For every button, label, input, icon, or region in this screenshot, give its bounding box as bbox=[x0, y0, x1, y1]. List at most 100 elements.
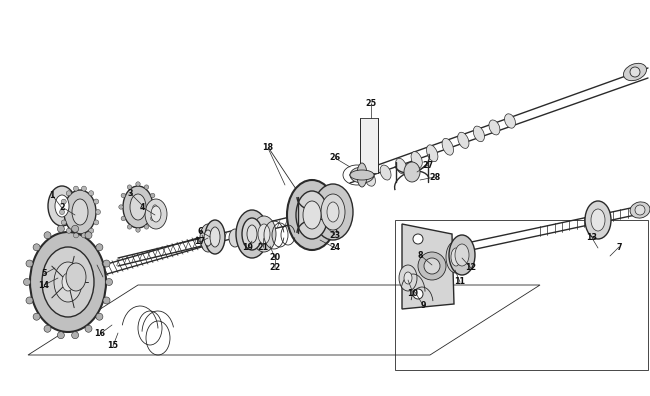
Text: 21: 21 bbox=[257, 242, 268, 251]
Ellipse shape bbox=[247, 225, 257, 243]
Ellipse shape bbox=[287, 180, 337, 250]
Text: 17: 17 bbox=[194, 238, 205, 246]
Ellipse shape bbox=[151, 206, 161, 222]
Ellipse shape bbox=[591, 209, 605, 231]
Circle shape bbox=[73, 233, 79, 238]
Ellipse shape bbox=[229, 229, 241, 247]
Ellipse shape bbox=[204, 230, 212, 246]
Text: 6: 6 bbox=[197, 227, 203, 236]
Ellipse shape bbox=[145, 199, 167, 229]
Circle shape bbox=[26, 297, 33, 304]
Ellipse shape bbox=[30, 232, 106, 332]
Circle shape bbox=[424, 258, 440, 274]
Text: 1: 1 bbox=[49, 190, 55, 200]
Text: 11: 11 bbox=[454, 278, 465, 286]
Ellipse shape bbox=[55, 195, 69, 217]
Ellipse shape bbox=[303, 201, 321, 229]
Ellipse shape bbox=[442, 138, 454, 155]
Ellipse shape bbox=[210, 227, 220, 247]
Ellipse shape bbox=[205, 220, 225, 254]
Circle shape bbox=[26, 260, 33, 267]
Ellipse shape bbox=[321, 194, 345, 230]
Ellipse shape bbox=[396, 158, 407, 174]
Text: 22: 22 bbox=[269, 263, 281, 272]
Circle shape bbox=[57, 225, 64, 232]
Ellipse shape bbox=[42, 247, 94, 317]
Ellipse shape bbox=[357, 163, 367, 187]
Ellipse shape bbox=[252, 216, 276, 252]
Circle shape bbox=[121, 216, 125, 221]
Circle shape bbox=[127, 185, 132, 189]
Circle shape bbox=[103, 297, 110, 304]
Text: 19: 19 bbox=[242, 244, 254, 253]
Text: 4: 4 bbox=[139, 202, 145, 211]
Text: 8: 8 bbox=[417, 251, 422, 259]
Circle shape bbox=[33, 313, 40, 320]
Circle shape bbox=[413, 289, 423, 299]
Ellipse shape bbox=[130, 194, 146, 220]
Text: 28: 28 bbox=[430, 173, 441, 181]
Ellipse shape bbox=[48, 186, 76, 226]
Text: 15: 15 bbox=[107, 341, 118, 350]
Ellipse shape bbox=[458, 132, 469, 148]
Circle shape bbox=[151, 216, 155, 221]
Circle shape bbox=[635, 205, 645, 215]
Ellipse shape bbox=[242, 218, 262, 250]
Ellipse shape bbox=[54, 262, 82, 302]
Circle shape bbox=[85, 232, 92, 239]
Text: 24: 24 bbox=[330, 244, 341, 253]
Circle shape bbox=[413, 234, 423, 244]
Circle shape bbox=[89, 228, 94, 233]
Ellipse shape bbox=[258, 224, 270, 244]
Circle shape bbox=[61, 199, 66, 204]
Ellipse shape bbox=[504, 114, 515, 128]
Ellipse shape bbox=[66, 263, 86, 291]
Text: 14: 14 bbox=[38, 280, 49, 289]
Circle shape bbox=[23, 278, 31, 286]
Ellipse shape bbox=[455, 244, 469, 266]
Circle shape bbox=[105, 278, 112, 286]
Ellipse shape bbox=[350, 167, 374, 183]
Text: 12: 12 bbox=[465, 263, 476, 272]
Ellipse shape bbox=[62, 273, 74, 291]
Circle shape bbox=[72, 225, 79, 232]
Circle shape bbox=[127, 225, 132, 229]
Circle shape bbox=[94, 199, 99, 204]
Ellipse shape bbox=[327, 202, 339, 222]
Ellipse shape bbox=[623, 63, 647, 81]
Circle shape bbox=[61, 220, 66, 225]
Text: 3: 3 bbox=[127, 188, 133, 198]
Ellipse shape bbox=[64, 190, 96, 234]
Ellipse shape bbox=[236, 210, 268, 258]
Ellipse shape bbox=[380, 165, 391, 180]
Circle shape bbox=[81, 233, 86, 238]
Circle shape bbox=[33, 244, 40, 251]
Text: 5: 5 bbox=[41, 270, 47, 278]
Circle shape bbox=[44, 325, 51, 332]
Circle shape bbox=[60, 209, 64, 215]
Ellipse shape bbox=[350, 170, 374, 180]
Ellipse shape bbox=[630, 202, 650, 218]
Text: 27: 27 bbox=[422, 160, 434, 169]
Circle shape bbox=[96, 209, 101, 215]
Bar bbox=[360, 118, 378, 173]
Circle shape bbox=[73, 186, 79, 191]
Circle shape bbox=[81, 186, 86, 191]
Ellipse shape bbox=[451, 248, 461, 266]
Ellipse shape bbox=[411, 152, 422, 168]
Ellipse shape bbox=[473, 126, 484, 142]
Polygon shape bbox=[402, 224, 454, 309]
Circle shape bbox=[418, 252, 446, 280]
Text: 2: 2 bbox=[59, 202, 65, 211]
Circle shape bbox=[88, 191, 94, 196]
Circle shape bbox=[66, 228, 72, 233]
Text: 9: 9 bbox=[421, 301, 426, 310]
Text: 16: 16 bbox=[94, 329, 105, 339]
Text: 7: 7 bbox=[616, 242, 622, 251]
Ellipse shape bbox=[585, 201, 611, 239]
Circle shape bbox=[85, 325, 92, 332]
Ellipse shape bbox=[365, 172, 376, 186]
Circle shape bbox=[121, 193, 125, 198]
Text: 18: 18 bbox=[263, 143, 274, 152]
Circle shape bbox=[151, 193, 155, 198]
